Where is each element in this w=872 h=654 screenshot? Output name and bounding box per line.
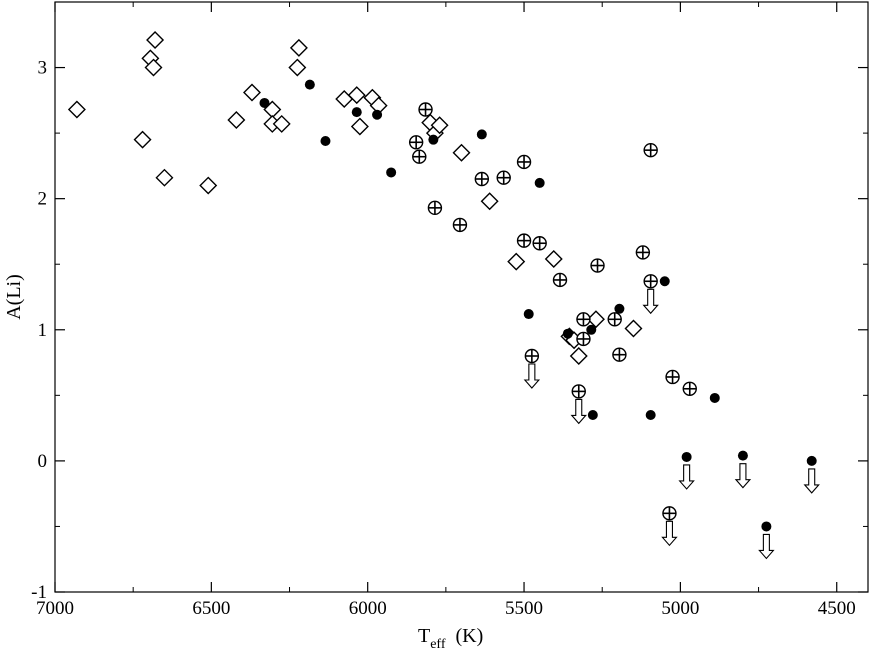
filled-point <box>737 450 748 461</box>
diamond-point <box>144 58 163 77</box>
y-axis-title: A(Li) <box>3 274 25 320</box>
diamond-point <box>272 114 291 133</box>
circle-plus-point <box>682 381 697 396</box>
circle-plus-point <box>427 200 443 216</box>
diamond-point <box>347 86 366 105</box>
circle-plus-point <box>532 236 547 251</box>
diamond-point <box>133 130 152 149</box>
diamond-point <box>243 83 261 102</box>
circle-plus-point <box>571 384 586 399</box>
circle-plus-point <box>576 312 591 327</box>
diamond-point <box>146 31 165 50</box>
diamond-point <box>544 249 563 268</box>
diamond-point <box>507 252 526 271</box>
circle-plus-point <box>524 348 540 364</box>
y-tick-label: 2 <box>38 189 48 210</box>
upper-limit-arrow <box>734 463 752 489</box>
x-tick-label: 6500 <box>192 598 230 619</box>
circle-plus-point <box>408 135 424 150</box>
diamond-point <box>67 100 86 119</box>
filled-point <box>523 309 534 320</box>
filled-point <box>645 410 656 420</box>
filled-point <box>386 167 397 178</box>
y-tick-label: 1 <box>38 320 48 341</box>
filled-point <box>806 455 817 466</box>
circle-plus-point <box>643 142 658 158</box>
diamond-point <box>569 347 588 365</box>
y-tick-label: 3 <box>38 58 48 79</box>
filled-point <box>259 97 270 108</box>
diamond-point <box>430 116 449 135</box>
diamond-point <box>227 111 246 129</box>
y-tick-label: -1 <box>31 582 47 603</box>
x-tick-label: 5500 <box>505 598 543 619</box>
x-tick-label: 7000 <box>36 598 74 619</box>
diamond-point <box>350 117 369 136</box>
diamond-point <box>624 319 643 338</box>
filled-point <box>681 451 692 462</box>
filled-point <box>351 107 362 118</box>
upper-limit-arrow <box>678 464 695 490</box>
filled-point <box>614 303 625 314</box>
upper-limit-arrow <box>758 533 775 560</box>
filled-point <box>587 410 598 420</box>
circle-plus-point <box>612 347 627 362</box>
filled-point <box>659 276 670 287</box>
x-tick-label: 5000 <box>661 598 699 619</box>
circle-plus-point <box>496 170 511 185</box>
diamond-point <box>289 38 308 57</box>
x-tick-label: 4500 <box>818 598 856 619</box>
filled-point <box>320 135 331 146</box>
circle-plus-point <box>452 217 468 233</box>
filled-point <box>534 177 545 188</box>
circle-plus-point <box>552 272 568 288</box>
upper-limit-arrow <box>803 468 820 494</box>
filled-point <box>709 392 720 403</box>
circle-plus-point <box>665 369 680 385</box>
upper-limit-arrow <box>661 520 678 547</box>
circle-plus-point <box>516 233 532 248</box>
circle-plus-point <box>643 274 658 289</box>
filled-point <box>428 134 439 145</box>
upper-limit-arrow <box>523 363 541 389</box>
circle-plus-point <box>635 245 651 260</box>
filled-point <box>586 324 597 335</box>
filled-point <box>372 109 383 120</box>
filled-point <box>761 521 772 532</box>
diamond-point <box>452 143 471 162</box>
x-axis-title: Teff (K) <box>418 625 483 652</box>
circle-plus-point <box>607 312 622 327</box>
diamond-point <box>480 192 499 211</box>
circle-plus-point <box>516 154 532 170</box>
plot-frame <box>54 1 869 593</box>
y-tick-label: 0 <box>38 451 48 472</box>
diamond-point <box>199 176 218 195</box>
data-marks <box>67 31 820 560</box>
axis-ticks: 7000 6500 6000 5500 5000 4500 -1 0 1 2 3 <box>31 1 868 619</box>
filled-point <box>304 79 315 90</box>
circle-plus-point <box>576 331 591 347</box>
diamond-point <box>288 58 307 77</box>
circle-plus-point <box>418 102 433 117</box>
circle-plus-point <box>590 258 605 273</box>
diamond-point <box>586 310 605 329</box>
circle-plus-point <box>662 506 677 521</box>
filled-point <box>476 129 487 140</box>
diamond-point <box>155 168 174 187</box>
circle-plus-point <box>412 149 427 164</box>
upper-limit-arrow <box>642 288 659 315</box>
filled-point <box>562 328 573 339</box>
x-tick-label: 6000 <box>349 598 387 619</box>
circle-plus-point <box>474 171 490 187</box>
upper-limit-arrow <box>570 398 587 425</box>
